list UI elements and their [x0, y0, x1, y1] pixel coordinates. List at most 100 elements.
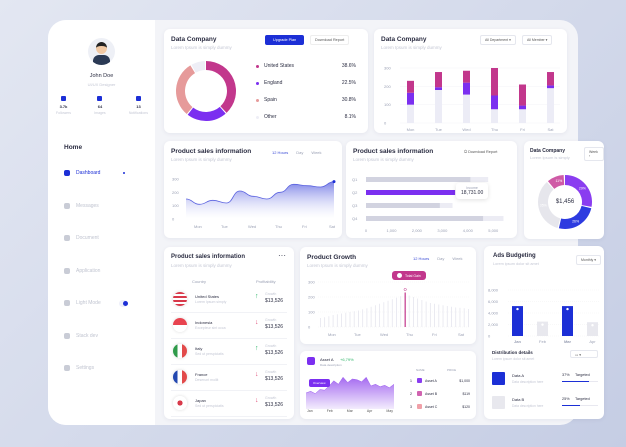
- slice-label: 35%: [540, 203, 547, 207]
- asset-row[interactable]: 3 Asset C $120: [410, 404, 470, 412]
- table-row[interactable]: France Deserunt mollit ↓ Growth $13,526: [171, 365, 287, 391]
- data-desc: Data description here: [512, 404, 544, 408]
- light-mode-toggle[interactable]: [119, 299, 128, 307]
- table-row[interactable]: Japan Sed ut perspiciatis ↓ Growth $13,526: [171, 391, 287, 417]
- country-name: Japan: [195, 398, 206, 403]
- stat-label: Followers: [56, 111, 71, 115]
- tab-12-hours[interactable]: 12 Hours: [272, 150, 289, 155]
- profile-name: John Doe: [89, 73, 114, 79]
- card-title: Product sales information: [171, 254, 246, 260]
- bar-segment: [407, 104, 414, 123]
- bar: [366, 203, 440, 208]
- y-tick-label: 100: [384, 102, 391, 107]
- sidebar-item-messages[interactable]: Messages: [64, 202, 99, 209]
- progress-track: [562, 405, 598, 407]
- upgrade-plan-button[interactable]: Upgrade Plan: [265, 35, 305, 45]
- asset-icon: [417, 404, 422, 409]
- more-options-icon[interactable]: ···: [278, 251, 286, 260]
- growth-bar: [434, 303, 435, 327]
- card-subtitle: Lorem Ipsum is simply dummy: [381, 45, 442, 50]
- monthly-dropdown[interactable]: Monthly ▾: [576, 255, 601, 265]
- sidebar-item-light-mode[interactable]: Light Mode: [64, 299, 128, 307]
- member-dropdown[interactable]: All Member ▾: [522, 35, 553, 45]
- growth-bar: [413, 297, 414, 327]
- x-tick-label: Feb: [539, 339, 547, 344]
- y-tick-label: 0: [308, 325, 311, 330]
- stat-item[interactable]: 64 Images: [94, 96, 106, 115]
- sidebar-item-settings[interactable]: Settings: [64, 365, 94, 371]
- growth-value: $13,526: [265, 298, 284, 304]
- department-dropdown[interactable]: All Department ▾: [480, 35, 516, 45]
- sidebar-item-stack-dev[interactable]: Stack dev: [64, 332, 98, 339]
- distribution-item[interactable]: Data A Data description here 37% Targeted: [492, 370, 598, 390]
- contrast-icon: [64, 300, 70, 306]
- bar-segment: [435, 72, 442, 88]
- x-tick-label: Wed: [462, 127, 470, 131]
- y-tick-label: 200: [172, 190, 179, 195]
- x-tick-label: 1,000: [386, 228, 397, 233]
- y-tick-label: 100: [172, 203, 179, 208]
- asset-row[interactable]: 2 Asset B $119: [410, 391, 470, 399]
- area-line: [185, 181, 335, 205]
- stat-item[interactable]: 13 Notifications: [129, 96, 148, 115]
- growth-bar: [429, 303, 431, 327]
- avatar[interactable]: [88, 38, 115, 65]
- table-row[interactable]: Indonesia Excepteur sint occa ↓ Growth $13,5…: [171, 313, 287, 339]
- sidebar-item-document[interactable]: Document: [64, 235, 99, 241]
- card-subtitle: Lorem ipsum dolor sit amet: [493, 262, 539, 266]
- home-icon: [64, 170, 70, 176]
- sidebar-item-application[interactable]: Application: [64, 267, 100, 274]
- y-tick-label: 200: [308, 295, 315, 300]
- table-row[interactable]: Italy Sed ut perspiciatis ↑ Growth $13,526: [171, 339, 287, 365]
- stat-item[interactable]: 3.7k Followers: [56, 96, 71, 115]
- bar-segment: [547, 88, 554, 123]
- sidebar-item-dashboard[interactable]: Dashboard: [64, 170, 125, 176]
- progress-track: [562, 381, 598, 383]
- card-title: Data Company: [171, 36, 217, 43]
- tab-day[interactable]: Day: [437, 256, 445, 261]
- flag-id-icon: [173, 318, 187, 332]
- country-name: United States: [195, 294, 220, 299]
- flag-jp-icon: [173, 396, 187, 410]
- table-row[interactable]: United States Lorem Ipsum simply ↑ Growth $1…: [171, 287, 287, 313]
- slice-label: 29%: [579, 187, 586, 191]
- data-icon: [492, 372, 505, 385]
- tab-week[interactable]: Week: [311, 150, 322, 155]
- tab-12-hours[interactable]: 12 Hours: [413, 256, 430, 261]
- download-report-button[interactable]: ⏻ Download Report: [464, 150, 498, 154]
- legend-value: 22.5%: [341, 80, 356, 86]
- tab-day[interactable]: Day: [296, 150, 304, 155]
- data-company-donut-card: Data Company Lorem Ipsum is simply dummy…: [164, 29, 368, 133]
- dropdown-value: Week: [589, 150, 598, 154]
- dropdown-value: Monthly: [581, 258, 594, 262]
- download-report-button[interactable]: Download Report: [310, 35, 350, 45]
- legend-item: Spain 30.8%: [256, 97, 356, 103]
- tab-week[interactable]: Week: [452, 256, 463, 261]
- trend-up-icon: ↑: [255, 293, 259, 300]
- trend-down-icon: ↓: [255, 371, 259, 378]
- country-name: France: [195, 372, 208, 377]
- ads-bar: [512, 306, 523, 336]
- asset-row[interactable]: 1 Asset A $1,000: [410, 378, 470, 386]
- distribution-item[interactable]: Data B Data description here 25% Targeted: [492, 394, 598, 414]
- y-tick-label: 0: [172, 217, 175, 222]
- card-subtitle: Lorem Ipsum is simply dummy: [353, 157, 414, 162]
- week-dropdown[interactable]: Week ›: [584, 147, 604, 161]
- tooltip-label: Total Gain: [405, 273, 421, 278]
- column-country: Country: [192, 279, 207, 284]
- donut-center-value: $1,456: [555, 199, 575, 205]
- y-tick-label: 6,000: [488, 299, 499, 304]
- y-tick-label: 100: [308, 310, 315, 315]
- legend-dot-icon: [256, 64, 259, 68]
- y-tick-label: Q3: [352, 203, 358, 208]
- slice-label: 11%: [555, 179, 562, 183]
- data-status: Targeted: [575, 397, 590, 401]
- area-chart: 0 100 200 300 Mon Tue Wed Thu Fri Sat: [172, 177, 336, 230]
- data-desc: Data description here: [512, 380, 544, 384]
- bar-segment: [435, 90, 442, 123]
- stacked-bar-chart: 0 100 200 300 Mon Tue Wed Thu Fri Sat: [384, 66, 560, 131]
- data-company-bar-card: Data Company Lorem Ipsum is simply dummy…: [374, 29, 567, 133]
- date-range-dropdown[interactable]: ▭ ▾: [570, 350, 598, 358]
- column-name: NAME: [416, 368, 425, 372]
- area-fill: [186, 181, 334, 219]
